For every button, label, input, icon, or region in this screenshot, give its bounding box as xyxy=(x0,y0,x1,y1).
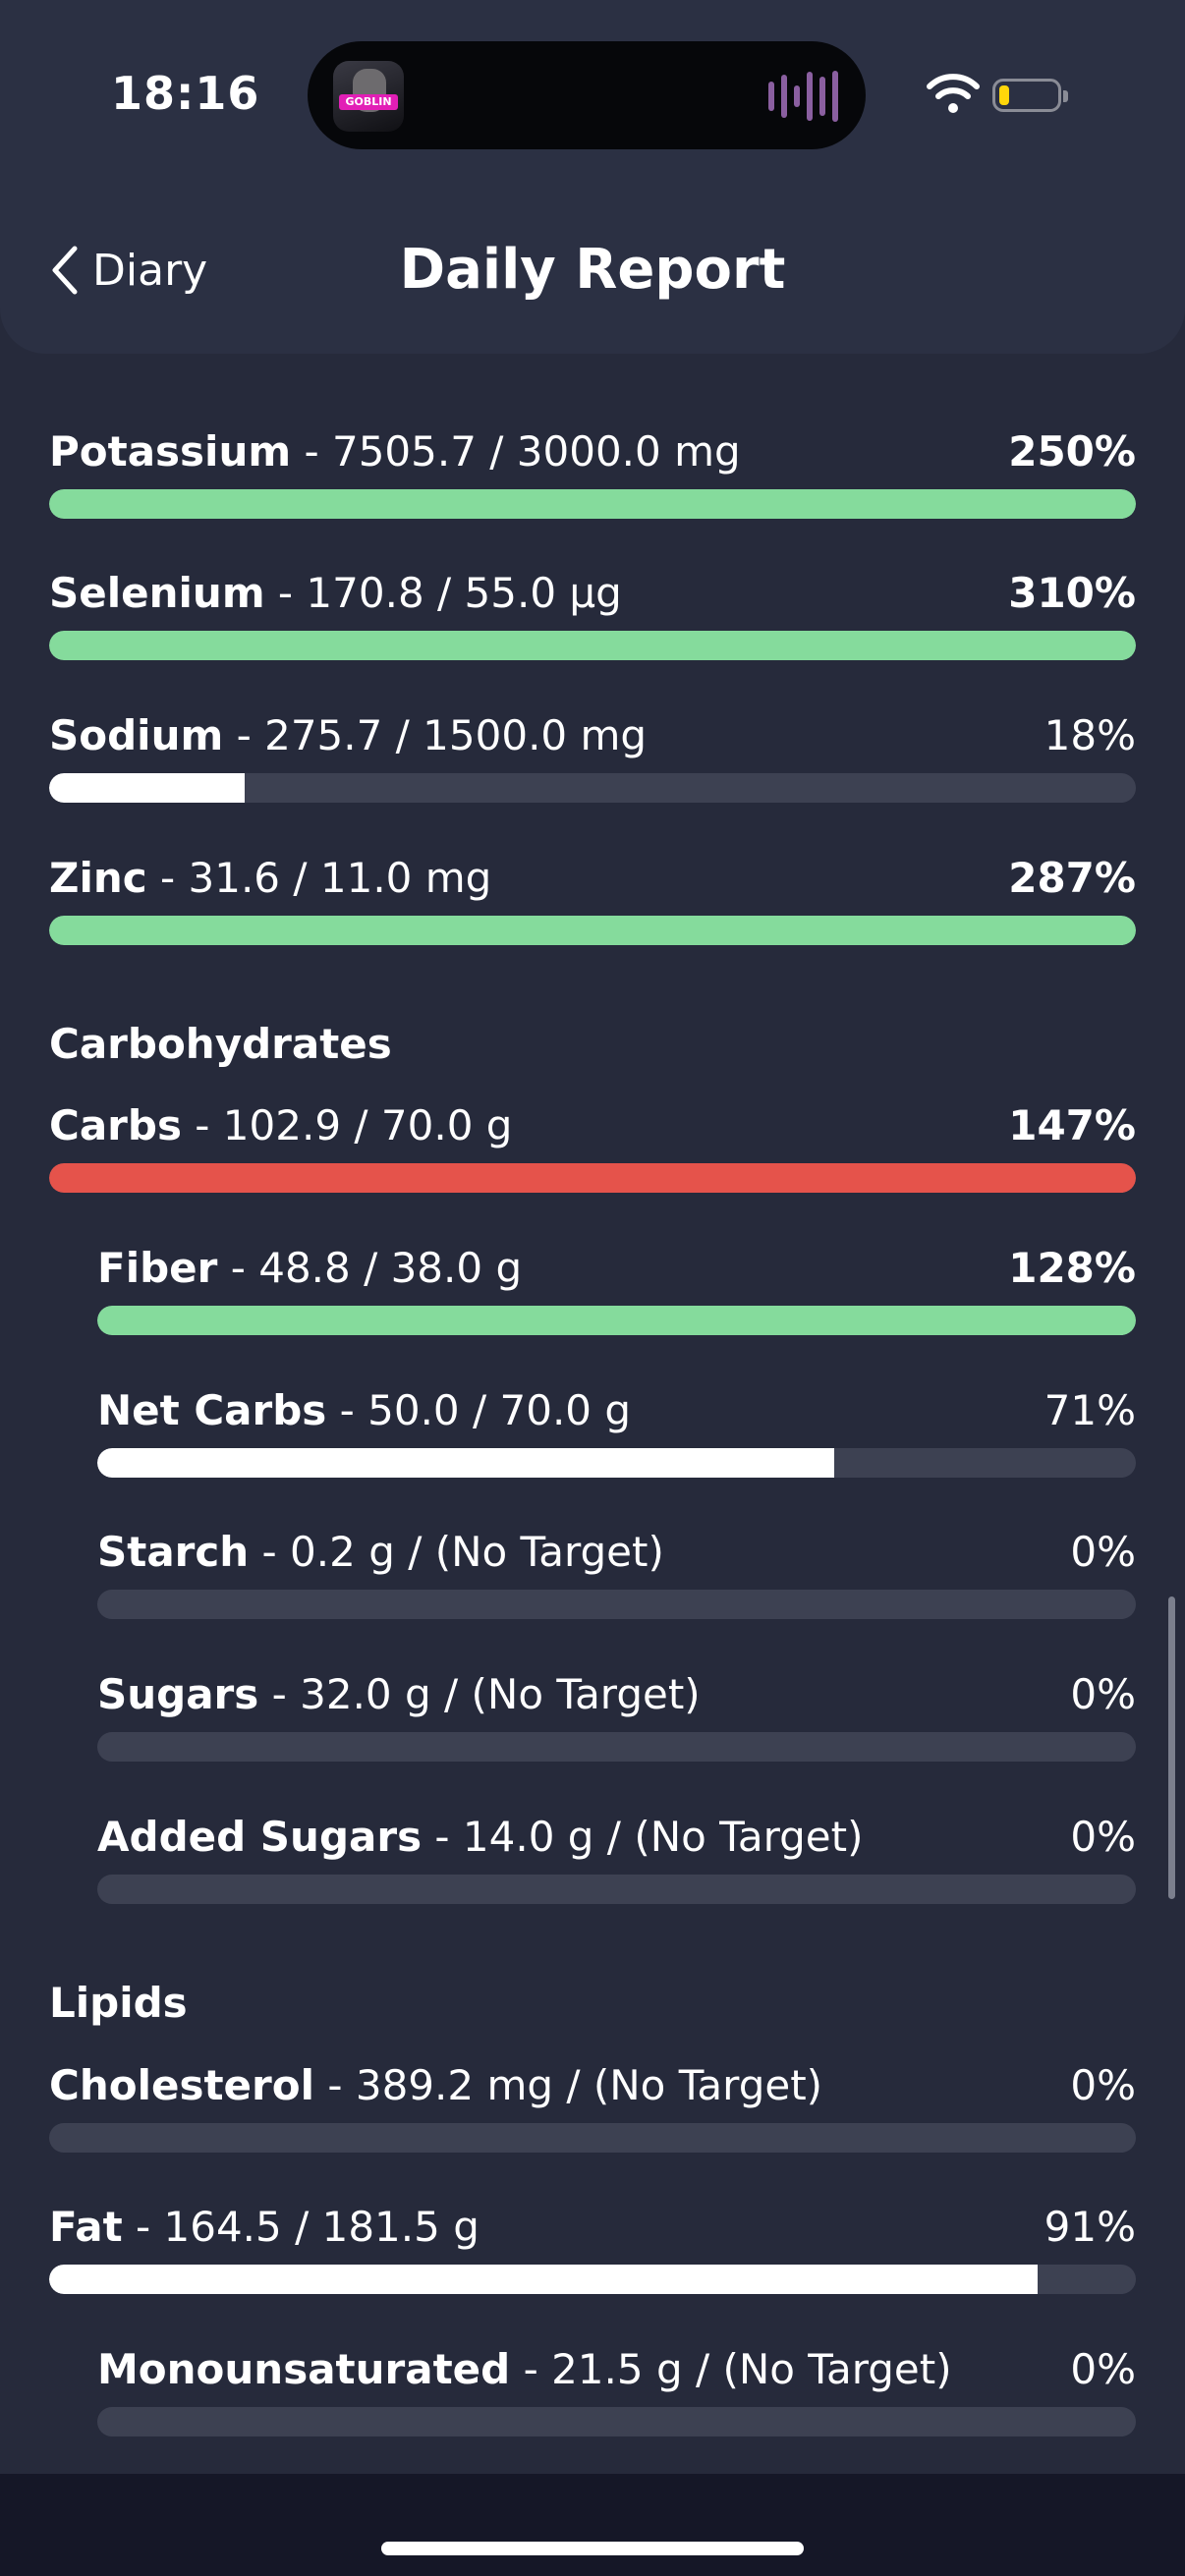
nutrient-percent: 0% xyxy=(1070,1528,1136,1576)
nutrient-name: Carbs xyxy=(49,1101,182,1149)
nutrient-row-fiber[interactable]: Fiber - 48.8 / 38.0 g 128% xyxy=(97,1239,1136,1335)
navigation-header: 18:16 GOBLIN Diary Daily Report xyxy=(0,0,1185,354)
nutrient-percent: 310% xyxy=(1008,569,1136,617)
progress-fill xyxy=(49,1163,1136,1193)
nutrient-name: Fat xyxy=(49,2203,123,2251)
app-icon-label: GOBLIN xyxy=(339,94,398,110)
progress-fill xyxy=(49,773,246,803)
nutrient-name: Selenium xyxy=(49,569,265,617)
nutrient-name: Cholesterol xyxy=(49,2061,314,2109)
progress-track xyxy=(49,489,1136,519)
nutrient-detail: - 170.8 / 55.0 μg xyxy=(264,569,622,617)
home-indicator-area xyxy=(0,2474,1185,2576)
nutrient-row-net-carbs[interactable]: Net Carbs - 50.0 / 70.0 g 71% xyxy=(97,1381,1136,1478)
wifi-icon xyxy=(927,74,980,113)
nutrient-percent: 287% xyxy=(1008,854,1136,902)
home-indicator[interactable] xyxy=(381,2542,804,2555)
nutrient-detail: - 164.5 / 181.5 g xyxy=(122,2203,480,2251)
nutrient-percent: 71% xyxy=(1044,1386,1136,1434)
nutrient-name: Sodium xyxy=(49,711,224,759)
nutrient-detail: - 21.5 g / (No Target) xyxy=(510,2345,952,2393)
nutrient-detail: - 32.0 g / (No Target) xyxy=(258,1670,701,1718)
progress-fill xyxy=(97,1306,1136,1335)
nutrient-row-potassium[interactable]: Potassium - 7505.7 / 3000.0 mg 250% xyxy=(49,422,1136,519)
dynamic-island[interactable]: GOBLIN xyxy=(308,41,866,149)
progress-track xyxy=(49,916,1136,945)
nutrient-percent: 91% xyxy=(1044,2203,1136,2251)
nutrient-detail: - 48.8 / 38.0 g xyxy=(217,1244,523,1292)
nutrient-row-fat[interactable]: Fat - 164.5 / 181.5 g 91% xyxy=(49,2198,1136,2294)
progress-fill xyxy=(97,1448,835,1478)
progress-track xyxy=(49,2265,1136,2294)
nutrient-name: Added Sugars xyxy=(97,1813,423,1861)
nutrient-row-selenium[interactable]: Selenium - 170.8 / 55.0 μg 310% xyxy=(49,564,1136,660)
nutrient-percent: 147% xyxy=(1008,1101,1136,1149)
nutrient-detail: - 389.2 mg / (No Target) xyxy=(314,2061,823,2109)
nutrient-row-added-sugars[interactable]: Added Sugars - 14.0 g / (No Target) 0% xyxy=(97,1808,1136,1904)
nutrient-name: Sugars xyxy=(97,1670,259,1718)
back-button[interactable]: Diary xyxy=(47,236,207,305)
nutrient-detail: - 14.0 g / (No Target) xyxy=(422,1813,864,1861)
nutrient-detail: - 0.2 g / (No Target) xyxy=(249,1528,664,1576)
app-icon: GOBLIN xyxy=(333,61,404,132)
nutrient-name: Starch xyxy=(97,1528,250,1576)
nutrient-percent: 18% xyxy=(1044,711,1136,759)
nutrient-name: Zinc xyxy=(49,854,147,902)
nutrient-row-monounsaturated[interactable]: Monounsaturated - 21.5 g / (No Target) 0… xyxy=(97,2340,1136,2436)
audio-waveform-icon xyxy=(768,71,838,122)
nutrient-row-carbs[interactable]: Carbs - 102.9 / 70.0 g 147% xyxy=(49,1096,1136,1193)
section-title-carbohydrates: Carbohydrates xyxy=(49,1020,392,1068)
section-title-lipids: Lipids xyxy=(49,1979,188,2027)
progress-track xyxy=(49,773,1136,803)
nutrient-row-starch[interactable]: Starch - 0.2 g / (No Target) 0% xyxy=(97,1523,1136,1619)
nutrient-detail: - 7505.7 / 3000.0 mg xyxy=(291,427,741,476)
page-title: Daily Report xyxy=(399,238,786,302)
nutrient-detail: - 102.9 / 70.0 g xyxy=(181,1101,513,1149)
scrollbar[interactable] xyxy=(1168,1596,1175,1899)
progress-track xyxy=(97,1875,1136,1904)
nutrient-percent: 0% xyxy=(1070,1670,1136,1718)
nutrient-detail: - 31.6 / 11.0 mg xyxy=(146,854,492,902)
report-content[interactable]: Potassium - 7505.7 / 3000.0 mg 250% Sele… xyxy=(0,0,1185,2476)
progress-fill xyxy=(49,489,1136,519)
progress-track xyxy=(49,1163,1136,1193)
nutrient-detail: - 275.7 / 1500.0 mg xyxy=(223,711,648,759)
progress-fill xyxy=(49,916,1136,945)
nutrient-row-zinc[interactable]: Zinc - 31.6 / 11.0 mg 287% xyxy=(49,849,1136,945)
progress-track xyxy=(49,631,1136,660)
nutrient-detail: - 50.0 / 70.0 g xyxy=(326,1386,632,1434)
nutrient-name: Monounsaturated xyxy=(97,2345,511,2393)
nutrient-percent: 0% xyxy=(1070,2061,1136,2109)
progress-fill xyxy=(49,2265,1039,2294)
progress-track xyxy=(97,1732,1136,1762)
chevron-left-icon xyxy=(52,246,78,295)
nutrient-row-sodium[interactable]: Sodium - 275.7 / 1500.0 mg 18% xyxy=(49,706,1136,803)
status-time: 18:16 xyxy=(111,67,260,120)
nutrient-name: Fiber xyxy=(97,1244,218,1292)
progress-track xyxy=(49,2123,1136,2153)
progress-track xyxy=(97,1590,1136,1619)
nutrient-percent: 0% xyxy=(1070,2345,1136,2393)
nutrient-name: Net Carbs xyxy=(97,1386,327,1434)
progress-track xyxy=(97,1448,1136,1478)
progress-track xyxy=(97,2407,1136,2436)
battery-icon xyxy=(992,79,1068,112)
progress-track xyxy=(97,1306,1136,1335)
progress-fill xyxy=(49,631,1136,660)
nutrient-percent: 250% xyxy=(1008,427,1136,476)
nutrient-row-cholesterol[interactable]: Cholesterol - 389.2 mg / (No Target) 0% xyxy=(49,2056,1136,2153)
nutrient-row-sugars[interactable]: Sugars - 32.0 g / (No Target) 0% xyxy=(97,1665,1136,1762)
nutrient-percent: 128% xyxy=(1008,1244,1136,1292)
back-label: Diary xyxy=(92,245,208,296)
nutrient-name: Potassium xyxy=(49,427,292,476)
nutrient-percent: 0% xyxy=(1070,1813,1136,1861)
